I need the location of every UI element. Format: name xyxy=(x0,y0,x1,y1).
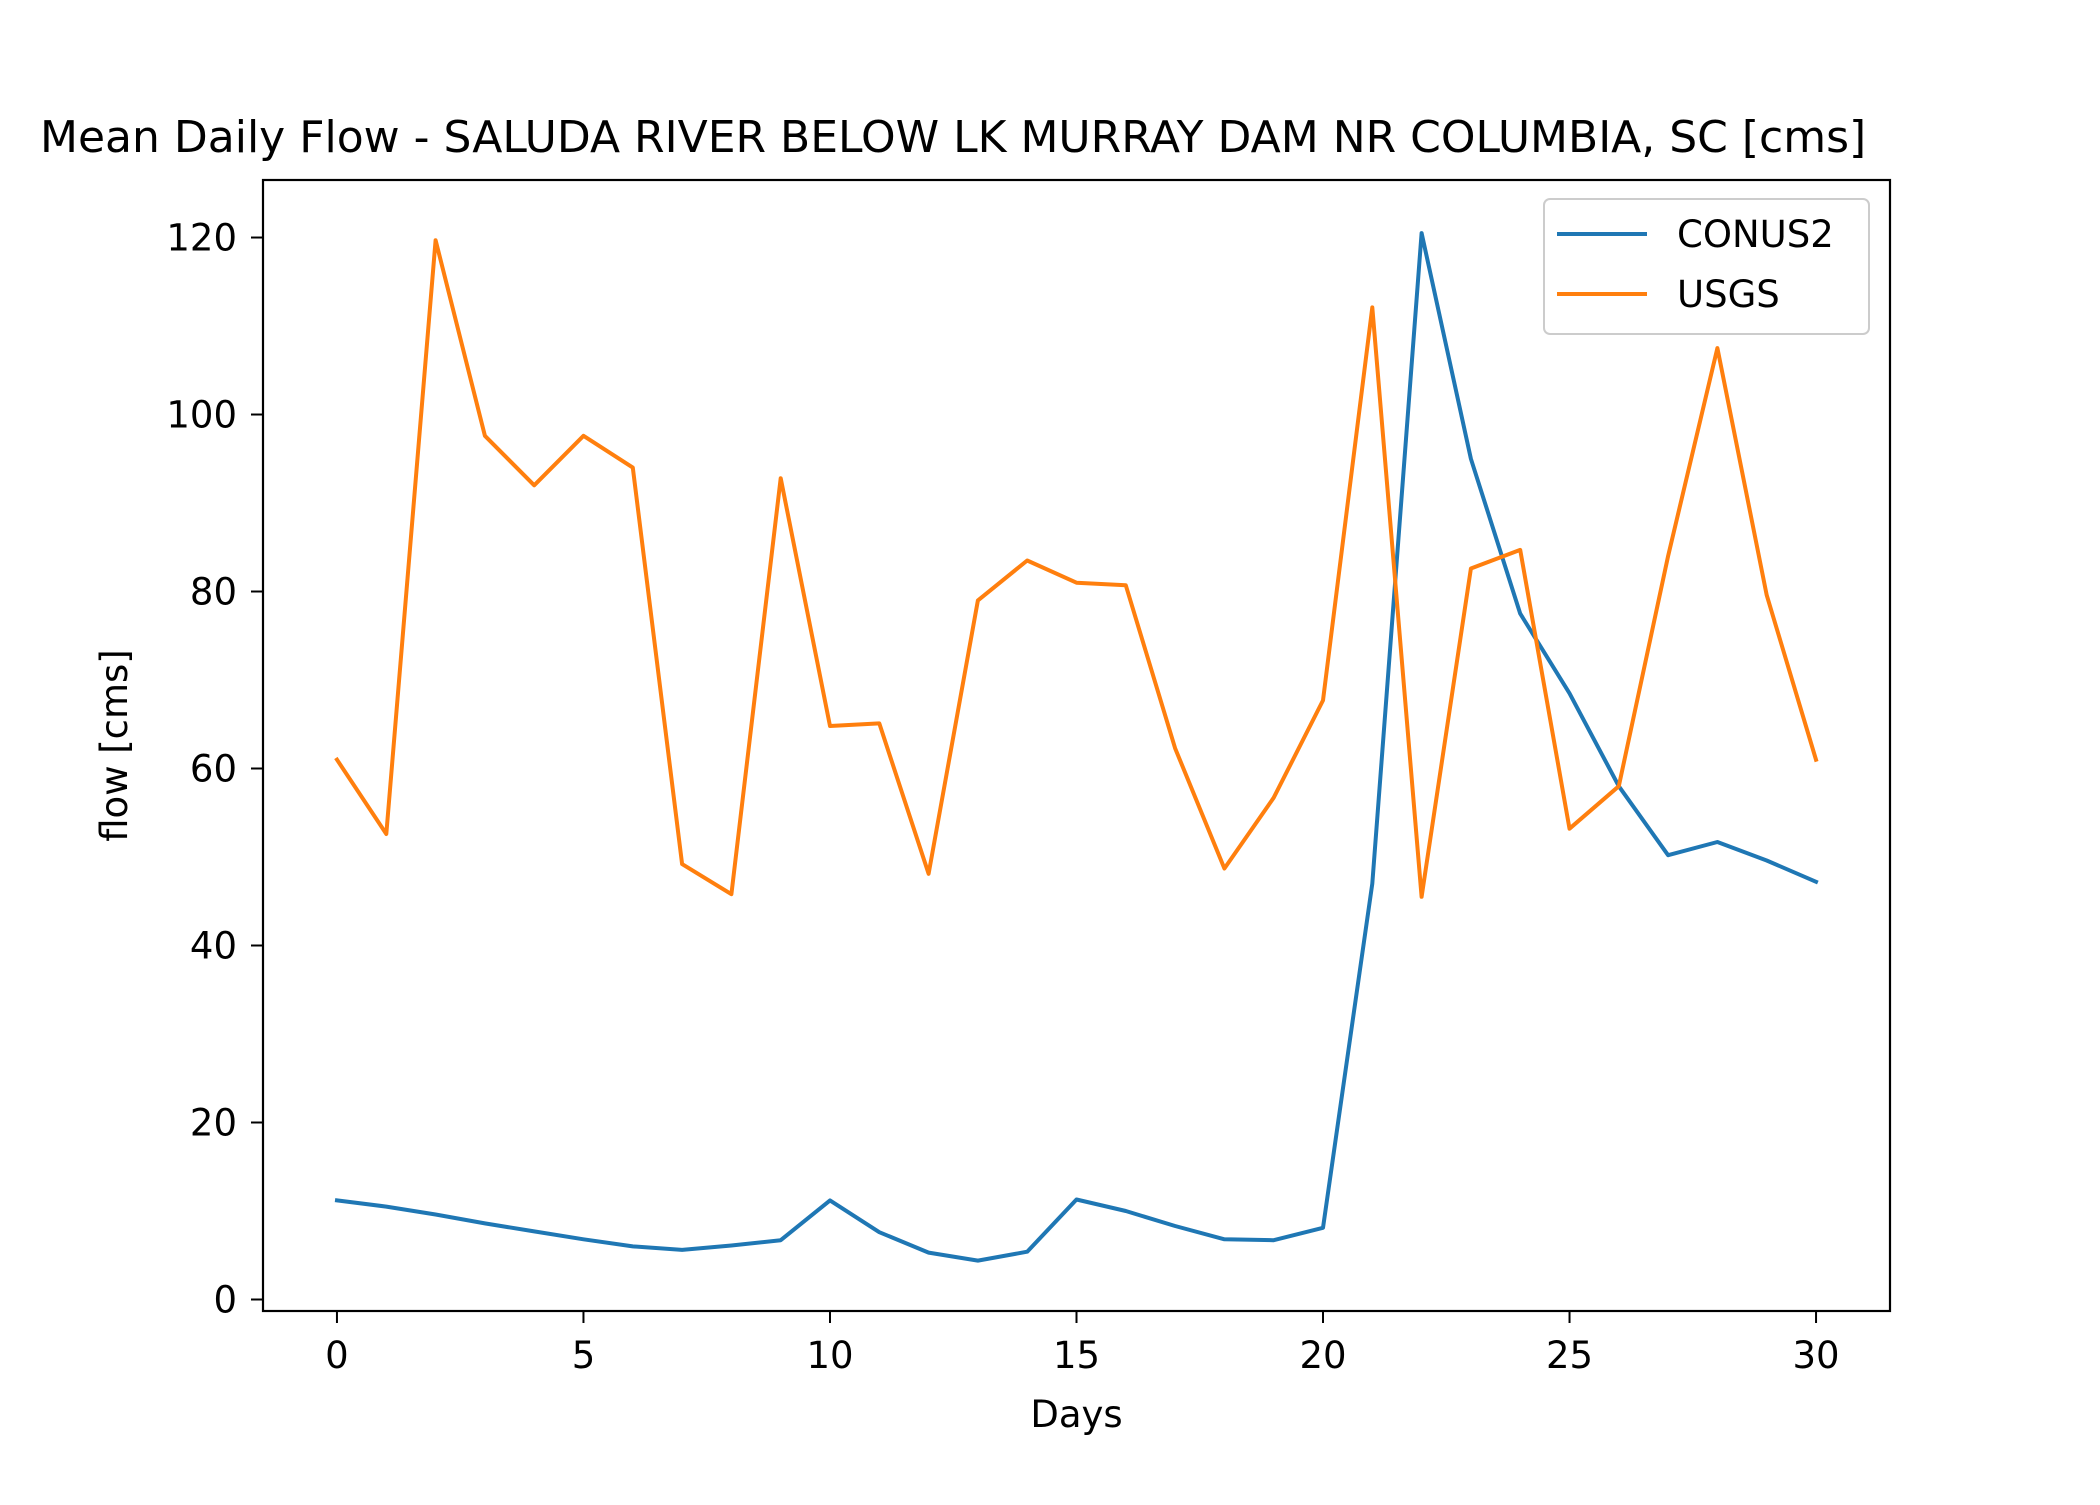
series-line-conus2 xyxy=(334,231,1819,1263)
chart-title: Mean Daily Flow - SALUDA RIVER BELOW LK … xyxy=(40,112,1866,163)
x-tick-label: 25 xyxy=(1546,1334,1593,1377)
y-axis-label: flow [cms] xyxy=(93,649,136,842)
plot-frame xyxy=(261,178,1892,1313)
legend-label-usgs: USGS xyxy=(1677,273,1780,316)
x-tick-label: 5 xyxy=(572,1334,596,1377)
series-line-usgs xyxy=(334,238,1819,899)
y-tick-label: 80 xyxy=(190,571,237,614)
x-tick-label: 10 xyxy=(806,1334,853,1377)
axes: 0 5 10 15 20 25 30 0 20 40 60 80 100 120 xyxy=(166,178,1892,1377)
y-tick-label: 120 xyxy=(166,217,237,260)
x-axis-label: Days xyxy=(1030,1393,1122,1436)
y-tick-label: 60 xyxy=(190,748,237,791)
y-tick-label: 100 xyxy=(166,394,237,437)
x-tick-label: 30 xyxy=(1792,1334,1839,1377)
y-tick-label: 20 xyxy=(190,1102,237,1145)
plot-area xyxy=(334,231,1819,1263)
legend: CONUS2 USGS xyxy=(1543,198,1870,335)
x-tick-label: 15 xyxy=(1053,1334,1100,1377)
legend-label-conus2: CONUS2 xyxy=(1677,213,1834,256)
x-tick-label: 20 xyxy=(1299,1334,1346,1377)
x-tick-label: 0 xyxy=(325,1334,349,1377)
y-tick-label: 40 xyxy=(190,925,237,968)
y-tick-label: 0 xyxy=(213,1278,237,1321)
